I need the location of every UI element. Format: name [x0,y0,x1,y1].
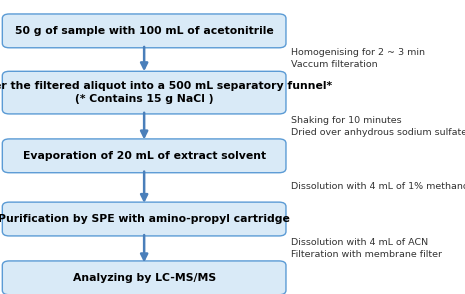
Text: Dissolution with 4 mL of ACN
Filteration with membrane filter: Dissolution with 4 mL of ACN Filteration… [291,238,442,259]
Text: Transfer the filtered aliquot into a 500 mL separatory funnel*
(* Contains 15 g : Transfer the filtered aliquot into a 500… [0,81,332,104]
Text: Evaporation of 20 mL of extract solvent: Evaporation of 20 mL of extract solvent [23,151,266,161]
Text: 50 g of sample with 100 mL of acetonitrile: 50 g of sample with 100 mL of acetonitri… [15,26,273,36]
FancyBboxPatch shape [2,261,286,294]
FancyBboxPatch shape [2,139,286,173]
FancyBboxPatch shape [2,71,286,114]
Text: Dissolution with 4 mL of 1% methanol in DCM: Dissolution with 4 mL of 1% methanol in … [291,182,465,191]
Text: Homogenising for 2 ~ 3 min
Vaccum filteration: Homogenising for 2 ~ 3 min Vaccum filter… [291,49,425,69]
Text: Purification by SPE with amino-propyl cartridge: Purification by SPE with amino-propyl ca… [0,214,290,224]
Text: Shaking for 10 minutes
Dried over anhydrous sodium sulfate: Shaking for 10 minutes Dried over anhydr… [291,116,465,137]
FancyBboxPatch shape [2,14,286,48]
FancyBboxPatch shape [2,202,286,236]
Text: Analyzing by LC-MS/MS: Analyzing by LC-MS/MS [73,273,216,283]
